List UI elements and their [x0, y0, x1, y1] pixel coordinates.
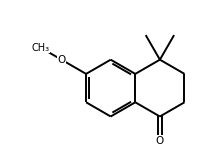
Text: O: O	[57, 55, 66, 65]
Text: O: O	[156, 136, 164, 146]
Text: CH₃: CH₃	[32, 43, 50, 53]
